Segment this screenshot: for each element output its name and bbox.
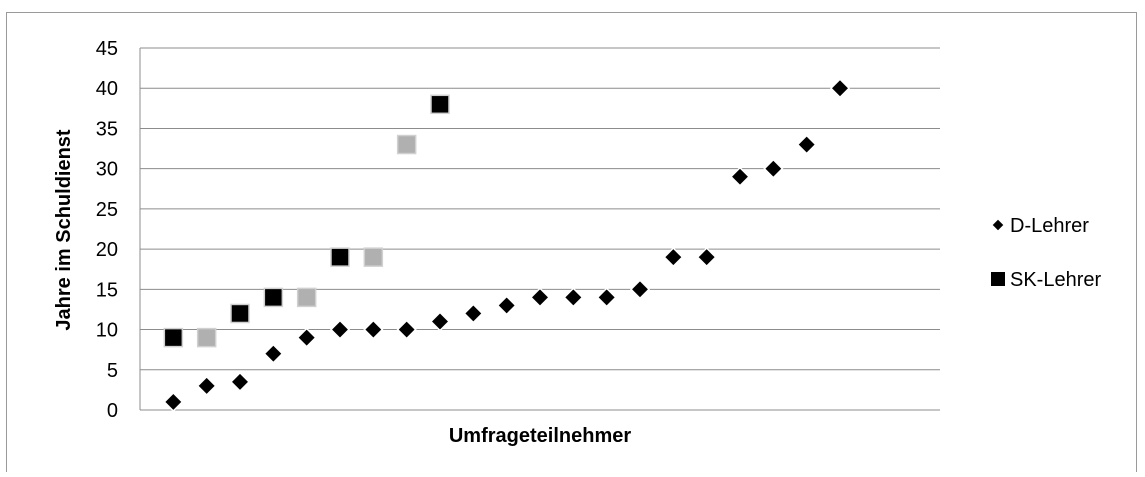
legend-marker-diamond [991, 218, 1005, 232]
data-point-square [163, 327, 184, 348]
legend-marker-square [991, 272, 1005, 286]
data-point-diamond [229, 371, 251, 392]
data-point-diamond [696, 247, 717, 268]
y-tick-label: 30 [96, 159, 118, 181]
data-point-diamond [496, 295, 517, 316]
data-point-square [230, 303, 250, 324]
data-point-diamond [763, 158, 784, 179]
data-point-diamond [396, 319, 417, 340]
y-tick-label: 10 [96, 320, 118, 342]
legend-label: SK-Lehrer [1010, 269, 1101, 291]
data-point-square [363, 247, 384, 267]
data-point-diamond [563, 287, 584, 308]
y-tick-label: 15 [96, 279, 118, 301]
data-point-diamond [829, 78, 851, 99]
y-tick-label: 5 [107, 360, 118, 382]
y-tick-label: 25 [96, 199, 118, 221]
y-tick-label: 0 [107, 400, 118, 422]
data-point-diamond [429, 311, 451, 332]
data-point-square [396, 134, 417, 155]
data-point-diamond [529, 287, 551, 308]
data-point-diamond [729, 166, 751, 187]
x-axis-title: Umfrageteilnehmer [449, 425, 631, 447]
data-point-diamond [796, 134, 817, 155]
data-point-diamond [663, 247, 684, 268]
data-point-diamond [196, 375, 217, 396]
data-point-diamond [463, 303, 484, 324]
y-tick-label: 20 [96, 239, 118, 261]
legend-label: D-Lehrer [1010, 215, 1089, 237]
legend: D-Lehrer SK-Lehrer [991, 215, 1101, 291]
data-point-square [430, 94, 450, 115]
data-point-diamond [163, 391, 184, 413]
data-point-square [263, 287, 284, 308]
y-tick-label: 35 [96, 118, 118, 140]
data-point-diamond [363, 319, 384, 340]
chart-frame [6, 12, 1137, 472]
data-point-square [196, 327, 217, 348]
data-point-diamond [296, 327, 317, 348]
data-point-diamond [329, 319, 351, 340]
y-tick-labels: 0 5 10 15 20 25 30 35 40 45 [96, 38, 118, 422]
y-tick-label: 40 [96, 78, 118, 100]
data-point-diamond [596, 287, 617, 308]
data-point-diamond [263, 343, 284, 364]
data-point-square [330, 247, 350, 267]
data-point-diamond [629, 279, 651, 300]
data-points [163, 78, 851, 413]
data-point-square [296, 287, 317, 308]
y-tick-label: 45 [96, 38, 118, 60]
y-axis-title: Jahre im Schuldienst [53, 129, 75, 331]
gridlines [139, 47, 940, 411]
